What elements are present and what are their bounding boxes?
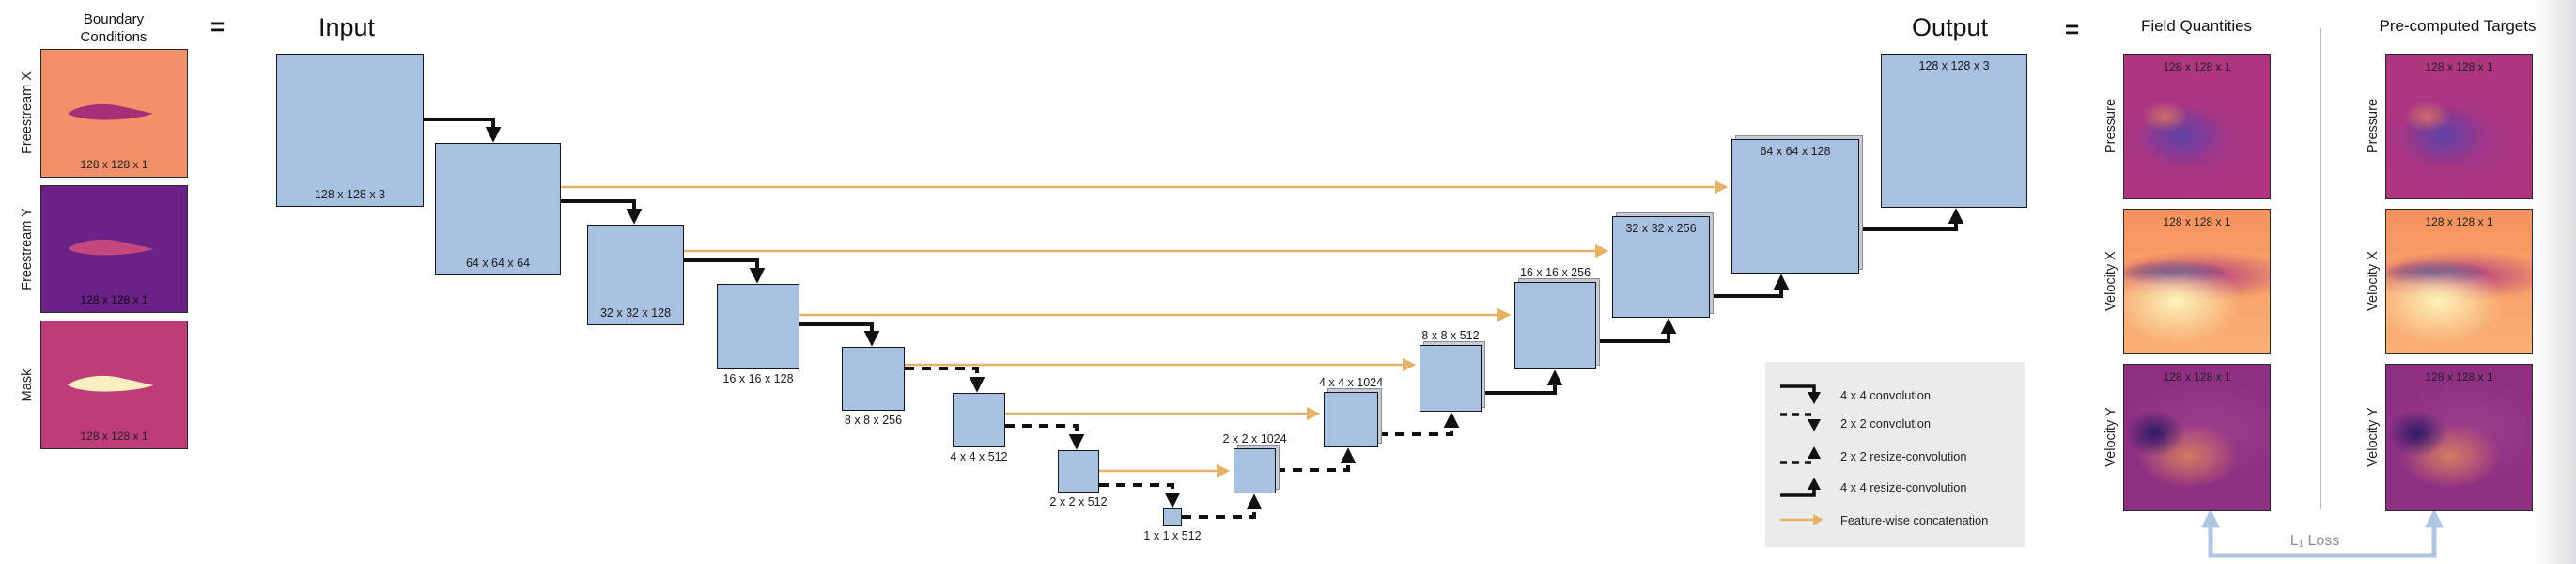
- block-label: 2 x 2 x 1024: [1222, 432, 1287, 446]
- image-caption: 128 x 128 x 1: [2163, 215, 2231, 228]
- pressure-label: Pressure: [2103, 98, 2118, 154]
- block-label: 32 x 32 x 256: [1625, 222, 1697, 235]
- block-label: 4 x 4 x 1024: [1318, 376, 1384, 389]
- block-label: 128 x 128 x 3: [1918, 59, 1990, 72]
- orange-right-arrow-icon: [1780, 514, 1823, 525]
- conv-4x4-arrows: [424, 118, 880, 347]
- block-label: 32 x 32 x 128: [599, 306, 672, 320]
- block-label: 8 x 8 x 512: [1421, 329, 1480, 342]
- block-label: 2 x 2 x 512: [1049, 495, 1108, 509]
- dashed-up-arrow-icon: [1780, 446, 1821, 464]
- velocity-y-label: Velocity Y: [2103, 407, 2118, 467]
- concat-lines: [561, 180, 1729, 478]
- legend-item: 2 x 2 resize-convolution: [1778, 440, 1966, 472]
- unet-block-dec-32: 32 x 32 x 256: [1612, 216, 1710, 318]
- pressure-label: Pressure: [2366, 98, 2381, 154]
- conv-2x2-arrows: [905, 367, 1181, 509]
- field-quantities-title: Field Quantities: [2140, 17, 2253, 35]
- solid-down-arrow-icon: [1780, 384, 1821, 404]
- block-label: 1 x 1 x 512: [1143, 529, 1202, 542]
- dashed-down-arrow-icon: [1780, 413, 1821, 431]
- target-pressure-image: 128 x 128 x 1: [2385, 54, 2533, 199]
- image-caption: 128 x 128 x 1: [80, 430, 148, 443]
- unet-block-enc-4: 4 x 4 x 512: [950, 393, 1008, 463]
- velocity-x-label: Velocity X: [2366, 251, 2381, 311]
- legend-label: 2 x 2 resize-convolution: [1840, 448, 1967, 463]
- column-divider: [2320, 28, 2321, 509]
- unet-block-output: 128 x 128 x 3: [1881, 54, 2027, 208]
- mask-image: 128 x 128 x 1: [40, 321, 188, 449]
- image-caption: 128 x 128 x 1: [80, 158, 148, 171]
- block-label: 16 x 16 x 128: [722, 372, 794, 385]
- legend-label: Feature-wise concatenation: [1840, 512, 1989, 527]
- freestream-y-label: Freestream Y: [20, 208, 35, 290]
- l1-loss-bracket: [2201, 509, 2444, 558]
- equals-sign-left: =: [210, 12, 225, 40]
- block-label: 16 x 16 x 256: [1519, 266, 1591, 279]
- legend-item: 2 x 2 convolution: [1778, 407, 1931, 439]
- airfoil-shape: [67, 375, 153, 392]
- legend-item: Feature-wise concatenation: [1778, 504, 1988, 536]
- unet-block-enc-8: 8 x 8 x 256: [842, 347, 905, 427]
- unet-block-dec-2: 2 x 2 x 1024: [1222, 432, 1287, 494]
- field-pressure-image: 128 x 128 x 1: [2123, 54, 2271, 199]
- l1-loss-label: L₁ Loss: [2289, 533, 2340, 549]
- right-edge-shade: [2533, 0, 2576, 564]
- block-label: 128 x 128 x 3: [314, 188, 386, 201]
- boundary-title-line2: Conditions: [80, 28, 147, 45]
- target-velocity-y-image: 128 x 128 x 1: [2385, 364, 2533, 511]
- block-label: 8 x 8 x 256: [844, 414, 903, 427]
- field-velocity-x-image: 128 x 128 x 1: [2123, 209, 2271, 354]
- unet-block-input: 128 x 128 x 3: [276, 54, 424, 207]
- legend-label: 2 x 2 convolution: [1840, 415, 1932, 431]
- precomputed-targets-title: Pre-computed Targets: [2379, 17, 2537, 35]
- unet-block-dec-4: 4 x 4 x 1024: [1319, 376, 1383, 447]
- image-caption: 128 x 128 x 1: [2163, 60, 2231, 73]
- equals-sign-right: =: [2065, 15, 2080, 43]
- image-caption: 128 x 128 x 1: [2425, 370, 2493, 384]
- unet-block-enc-2: 2 x 2 x 512: [1049, 450, 1108, 509]
- input-title: Input: [318, 13, 376, 41]
- mask-label: Mask: [20, 368, 35, 402]
- legend-label: 4 x 4 resize-convolution: [1840, 479, 1967, 494]
- legend-item: 4 x 4 resize-convolution: [1778, 471, 1966, 503]
- legend-label: 4 x 4 convolution: [1840, 387, 1932, 402]
- unet-block-dec-64: 64 x 64 x 128: [1731, 139, 1859, 274]
- freestream-y-image: 128 x 128 x 1: [40, 185, 188, 313]
- solid-up-arrow-icon: [1780, 478, 1821, 497]
- airfoil-shape: [67, 103, 153, 120]
- freestream-x-image: 128 x 128 x 1: [40, 49, 188, 178]
- target-velocity-x-image: 128 x 128 x 1: [2385, 209, 2533, 354]
- freestream-x-label: Freestream X: [20, 71, 35, 154]
- unet-block-enc-32: 32 x 32 x 128: [587, 225, 684, 325]
- block-label: 4 x 4 x 512: [950, 450, 1008, 463]
- legend-item: 4 x 4 convolution: [1778, 379, 1931, 411]
- velocity-y-label: Velocity Y: [2366, 407, 2381, 467]
- resize-conv-4x4-arrows: [1482, 208, 1964, 395]
- unet-block-enc-1: 1 x 1 x 512: [1143, 508, 1202, 542]
- velocity-x-label: Velocity X: [2103, 251, 2118, 311]
- unet-block-dec-16: 16 x 16 x 256: [1514, 266, 1596, 369]
- output-title: Output: [1912, 13, 1989, 41]
- boundary-conditions-title: Boundary Conditions: [38, 11, 190, 47]
- image-caption: 128 x 128 x 1: [2163, 370, 2231, 384]
- block-label: 64 x 64 x 128: [1760, 145, 1831, 158]
- image-caption: 128 x 128 x 1: [2425, 60, 2493, 73]
- airfoil-shape: [67, 240, 153, 256]
- resize-conv-2x2-arrows: [1182, 412, 1460, 519]
- block-label: 64 x 64 x 64: [465, 257, 531, 270]
- legend-box: 4 x 4 convolution 2 x 2 convolution 2 x …: [1765, 362, 2025, 547]
- unet-block-dec-8: 8 x 8 x 512: [1420, 329, 1482, 412]
- boundary-title-line1: Boundary: [83, 11, 145, 27]
- image-caption: 128 x 128 x 1: [80, 293, 148, 306]
- unet-block-enc-16: 16 x 16 x 128: [717, 284, 799, 385]
- field-velocity-y-image: 128 x 128 x 1: [2123, 364, 2271, 511]
- unet-block-enc-64: 64 x 64 x 64: [435, 143, 561, 275]
- image-caption: 128 x 128 x 1: [2425, 215, 2493, 228]
